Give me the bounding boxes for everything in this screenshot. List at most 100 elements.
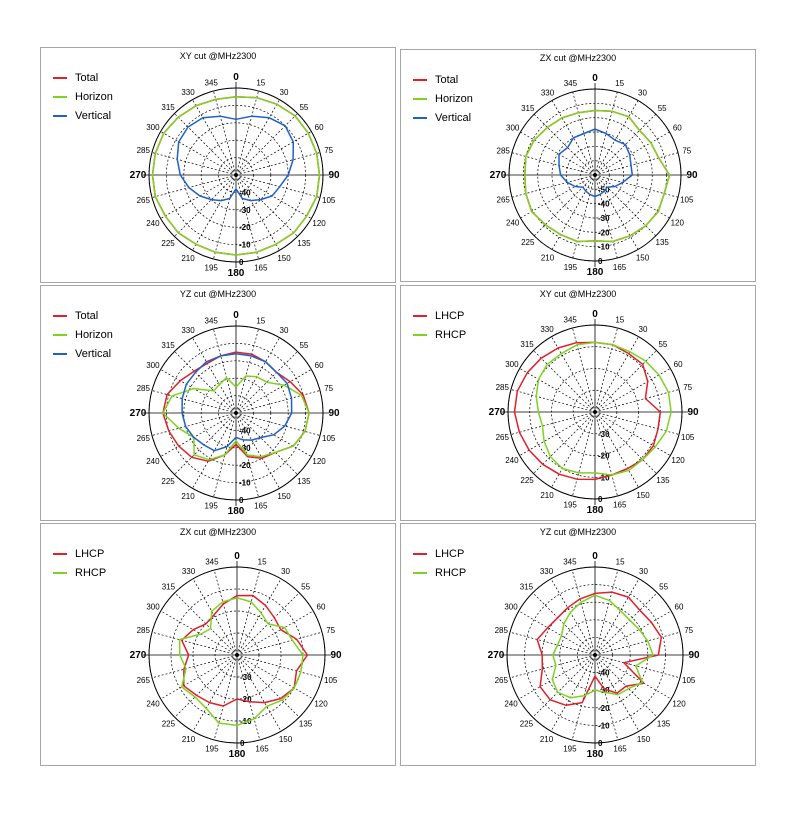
legend-label: Vertical xyxy=(75,347,112,360)
grid-spoke xyxy=(594,654,658,718)
angle-tick-label: 315 xyxy=(162,582,176,591)
angle-tick-label: 105 xyxy=(682,676,696,685)
angle-tick-label: 60 xyxy=(317,603,326,612)
angle-tick-label: 265 xyxy=(495,676,509,685)
grid-spoke xyxy=(160,654,238,700)
grid-spoke xyxy=(151,631,238,656)
angle-tick-label: 90 xyxy=(328,408,340,419)
angle-tick-label: 345 xyxy=(564,79,578,88)
grid-spoke xyxy=(594,411,618,497)
chart-panel-xy-cp: XY cut @MHz2300 LHCP RHCP 0 15 30 55 60 75 90 1… xyxy=(400,285,756,521)
legend-swatch xyxy=(53,314,67,317)
legend-item-lhcp: LHCP xyxy=(413,306,466,325)
angle-tick-label: 240 xyxy=(506,219,520,228)
radial-tick-label: -20 xyxy=(239,461,251,470)
grid-spoke xyxy=(594,411,680,435)
grid-spoke xyxy=(518,610,596,656)
grid-spoke xyxy=(235,412,312,457)
grid-spoke xyxy=(151,152,237,176)
angle-tick-label: 180 xyxy=(229,749,246,760)
legend-label: LHCP xyxy=(435,309,465,322)
angle-tick-label: 195 xyxy=(564,501,578,510)
legend-swatch xyxy=(53,352,67,355)
grid-spoke xyxy=(151,390,237,414)
chart-legend: LHCP RHCP xyxy=(413,544,466,582)
angle-tick-label: 345 xyxy=(205,316,219,325)
grid-spoke xyxy=(192,174,237,251)
grid-spoke xyxy=(236,654,300,718)
legend-swatch xyxy=(53,95,67,98)
angle-tick-label: 210 xyxy=(541,253,555,262)
grid-spoke xyxy=(510,389,596,413)
angle-tick-label: 265 xyxy=(137,434,151,443)
legend-item-vertical: Vertical xyxy=(53,106,113,125)
angle-tick-label: 195 xyxy=(205,745,219,754)
angle-tick-label: 300 xyxy=(505,360,519,369)
legend-item-horizon: Horizon xyxy=(53,325,113,344)
angle-tick-label: 265 xyxy=(137,196,151,205)
angle-tick-label: 135 xyxy=(297,239,311,248)
angle-tick-label: 330 xyxy=(541,89,555,98)
grid-spoke xyxy=(235,174,259,260)
angle-tick-label: 240 xyxy=(504,700,518,709)
legend-item-total: Total xyxy=(413,70,473,89)
radial-tick-label: -50 xyxy=(598,185,610,194)
chart-title: ZX cut @MHz2300 xyxy=(179,527,257,537)
legend-label: Total xyxy=(75,71,99,84)
radial-tick-label: 0 xyxy=(598,495,603,504)
series-line xyxy=(551,594,654,699)
angle-tick-label: 135 xyxy=(657,720,671,729)
angle-tick-label: 30 xyxy=(280,326,289,335)
angle-tick-label: 55 xyxy=(299,341,308,350)
grid-spoke xyxy=(594,152,679,176)
angle-tick-label: 270 xyxy=(130,170,147,181)
grid-spoke xyxy=(594,368,671,413)
radial-tick-label: 0 xyxy=(239,496,244,505)
angle-tick-label: 195 xyxy=(205,502,219,511)
angle-tick-label: 195 xyxy=(205,264,219,273)
legend-item-vertical: Vertical xyxy=(413,108,473,127)
angle-tick-label: 240 xyxy=(146,457,160,466)
grid-spoke xyxy=(594,654,619,741)
grid-spoke xyxy=(192,99,237,176)
series-line xyxy=(176,115,295,202)
grid-spoke xyxy=(533,411,596,474)
legend-label: RHCP xyxy=(435,328,467,341)
angle-tick-label: 30 xyxy=(638,89,647,98)
radial-tick-label: -30 xyxy=(598,686,610,695)
angle-tick-label: 180 xyxy=(228,506,245,517)
grid-spoke xyxy=(235,412,280,489)
radial-tick-label: -30 xyxy=(598,430,610,439)
angle-tick-label: 180 xyxy=(587,505,604,516)
chart-legend: Total Horizon Vertical xyxy=(53,306,113,363)
radial-tick-label: -30 xyxy=(598,214,610,223)
angle-tick-label: 135 xyxy=(656,238,670,247)
legend-swatch xyxy=(413,333,427,336)
angle-tick-label: 315 xyxy=(161,341,175,350)
polar-chart: 0 15 30 55 60 75 90 105 120 135 150 165 180 195 210 225… xyxy=(488,551,700,760)
angle-tick-label: 60 xyxy=(315,361,324,370)
angle-tick-label: 0 xyxy=(592,551,598,562)
angle-tick-label: 60 xyxy=(675,603,684,612)
grid-spoke xyxy=(213,569,238,656)
grid-spoke xyxy=(235,174,312,219)
chart-panel-zx-cp: ZX cut @MHz2300 LHCP RHCP 0 15 30 55 60 75 90 1… xyxy=(40,523,396,766)
grid-spoke xyxy=(519,411,596,456)
grid-spoke xyxy=(594,327,618,413)
angle-tick-label: 345 xyxy=(205,557,219,566)
grid-spoke xyxy=(151,174,237,198)
angle-tick-label: 270 xyxy=(490,170,507,181)
angle-tick-label: 285 xyxy=(496,383,510,392)
angle-tick-label: 165 xyxy=(613,501,627,510)
grid-spoke xyxy=(594,411,671,456)
grid-spoke xyxy=(174,654,238,718)
angle-tick-label: 315 xyxy=(520,582,534,591)
angle-tick-label: 210 xyxy=(182,735,196,744)
angle-tick-label: 315 xyxy=(520,340,534,349)
chart-title: YZ cut @MHz2300 xyxy=(179,289,257,299)
chart-panel-yz-total: YZ cut @MHz2300 Total Horizon Vertical 0… xyxy=(40,285,396,521)
radial-tick-label: -30 xyxy=(239,206,251,215)
angle-tick-label: 285 xyxy=(137,626,151,635)
angle-tick-label: 265 xyxy=(497,196,511,205)
angle-tick-label: 105 xyxy=(322,434,336,443)
